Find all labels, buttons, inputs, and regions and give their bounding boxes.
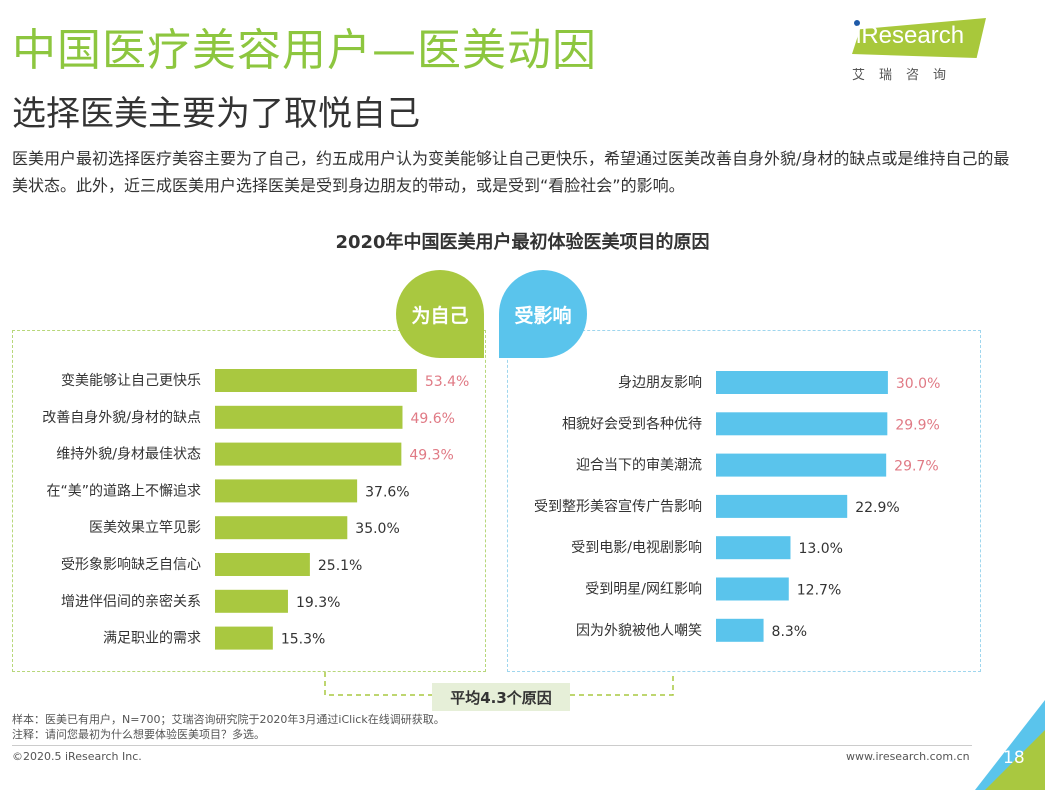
- copyright-text: ©2020.5 iResearch Inc.: [12, 750, 142, 763]
- bubble-self: 为自己: [396, 270, 484, 358]
- average-reasons-badge: 平均4.3个原因: [432, 683, 570, 711]
- value-label: 8.3%: [772, 624, 808, 640]
- footnotes: 样本：医美已有用户，N=700；艾瑞咨询研究院于2020年3月通过iClick在…: [12, 712, 445, 742]
- value-label: 49.6%: [410, 411, 454, 427]
- category-label: 受形象影响缺乏自信心: [61, 557, 201, 573]
- category-label: 身边朋友影响: [618, 375, 702, 391]
- category-label: 满足职业的需求: [103, 631, 201, 647]
- note-question: 注释：请问您最初为什么想要体验医美项目？多选。: [12, 728, 265, 741]
- description-text: 医美用户最初选择医疗美容主要为了自己，约五成用户认为变美能够让自己更快乐，希望通…: [12, 149, 1010, 195]
- value-label: 15.3%: [281, 632, 325, 648]
- value-label: 19.3%: [296, 595, 340, 611]
- value-label: 49.3%: [409, 448, 453, 464]
- bar: [716, 371, 888, 394]
- logo-brand-text: iResearch: [856, 22, 965, 49]
- category-label: 在“美”的道路上不懈追求: [46, 482, 201, 499]
- category-label: 受到电影/电视剧影响: [571, 540, 702, 556]
- corner-decoration: [975, 700, 1045, 790]
- bar: [716, 577, 789, 601]
- bubble-influence: 受影响: [499, 270, 587, 358]
- value-label: 53.4%: [425, 374, 469, 390]
- category-label: 受到明星/网红影响: [585, 582, 702, 598]
- right-panel-frame: [507, 330, 981, 672]
- bar: [716, 536, 791, 560]
- note-sample: 样本：医美已有用户，N=700；艾瑞咨询研究院于2020年3月通过iClick在…: [12, 713, 445, 726]
- value-label: 13.0%: [798, 541, 842, 557]
- category-label: 维持外貌/身材最佳状态: [56, 447, 201, 463]
- bar: [215, 442, 402, 466]
- page-title: 中国医疗美容用户—医美动因: [12, 25, 597, 76]
- value-label: 25.1%: [318, 558, 362, 574]
- bar: [716, 494, 848, 518]
- website-text: www.iresearch.com.cn: [846, 750, 970, 763]
- value-label: 30.0%: [896, 376, 940, 392]
- bar: [215, 516, 348, 540]
- footer-divider: [12, 745, 972, 746]
- bar: [215, 479, 358, 503]
- iresearch-logo: iResearch 艾瑞咨询: [848, 18, 988, 83]
- value-label: 29.9%: [895, 417, 939, 433]
- bar: [716, 618, 764, 642]
- category-label: 变美能够让自己更快乐: [61, 373, 201, 389]
- value-label: 37.6%: [365, 484, 409, 500]
- category-label: 医美效果立竿见影: [89, 520, 201, 536]
- logo-dot-icon: [854, 20, 860, 26]
- category-label: 改善自身外貌/身材的缺点: [42, 410, 201, 426]
- value-label: 35.0%: [355, 521, 399, 537]
- page-number: 18: [1003, 748, 1025, 768]
- bar: [215, 405, 403, 429]
- bar: [215, 553, 310, 576]
- bar: [215, 369, 417, 392]
- category-label: 受到整形美容宣传广告影响: [534, 498, 702, 515]
- value-label: 22.9%: [855, 500, 899, 516]
- category-label: 相貌好会受到各种优待: [562, 416, 702, 432]
- chart-title: 2020年中国医美用户最初体验医美项目的原因: [335, 232, 710, 253]
- category-label: 增进伴侣间的亲密关系: [61, 593, 201, 610]
- bubble-influence-label: 受影响: [514, 304, 572, 327]
- logo-brand-cn: 艾瑞咨询: [852, 68, 961, 83]
- page-subtitle: 选择医美主要为了取悦自己: [12, 94, 420, 134]
- category-label: 迎合当下的审美潮流: [576, 458, 702, 474]
- value-label: 29.7%: [894, 459, 938, 475]
- left-panel-frame: [12, 330, 486, 672]
- bar: [716, 412, 888, 436]
- bubble-self-label: 为自己: [411, 304, 469, 327]
- bar: [215, 589, 288, 613]
- value-label: 12.7%: [797, 583, 841, 599]
- category-label: 因为外貌被他人嘲笑: [576, 623, 702, 639]
- bar: [716, 453, 887, 477]
- bar: [215, 626, 273, 650]
